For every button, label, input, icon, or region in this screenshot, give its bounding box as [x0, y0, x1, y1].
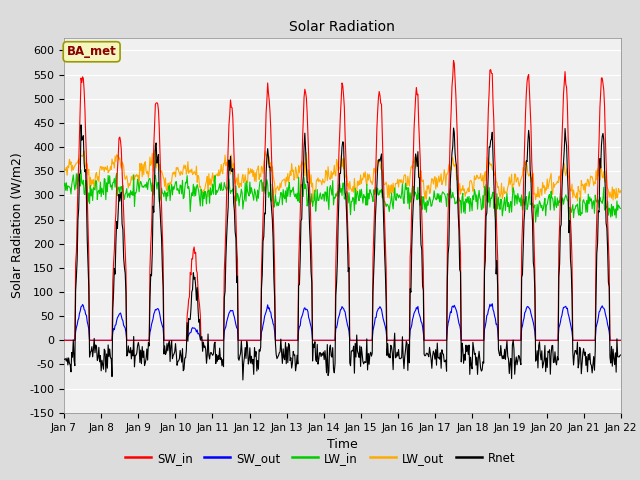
Rnet	[60, 357, 68, 362]
Text: BA_met: BA_met	[67, 45, 116, 58]
Rnet	[239, 377, 247, 383]
LW_in	[411, 189, 419, 195]
LW_in	[428, 204, 435, 209]
X-axis label: Time: Time	[327, 438, 358, 451]
LW_out	[127, 174, 135, 180]
LW_out	[70, 165, 78, 170]
SW_out	[184, 334, 192, 339]
LW_in	[214, 187, 222, 193]
Rnet	[70, 357, 78, 363]
Title: Solar Radiation: Solar Radiation	[289, 21, 396, 35]
SW_out	[617, 337, 625, 343]
SW_in	[60, 337, 68, 343]
SW_out	[410, 311, 418, 316]
SW_out	[214, 337, 221, 343]
Line: SW_in: SW_in	[64, 60, 621, 340]
Legend: SW_in, SW_out, LW_in, LW_out, Rnet: SW_in, SW_out, LW_in, LW_out, Rnet	[120, 447, 520, 469]
LW_out	[214, 173, 222, 179]
Rnet	[185, 315, 193, 321]
SW_in	[214, 337, 221, 343]
LW_out	[185, 170, 193, 176]
SW_in	[127, 337, 135, 343]
LW_out	[411, 154, 419, 160]
LW_in	[60, 183, 68, 189]
SW_out	[426, 337, 434, 343]
LW_out	[60, 168, 68, 173]
Rnet	[128, 348, 136, 353]
LW_in	[70, 180, 78, 186]
SW_out	[70, 337, 78, 343]
SW_in	[450, 58, 458, 63]
Rnet	[412, 151, 419, 157]
LW_in	[128, 189, 136, 195]
LW_in	[77, 167, 85, 173]
LW_out	[617, 188, 625, 193]
Line: LW_out: LW_out	[64, 150, 621, 201]
LW_out	[573, 198, 581, 204]
Line: Rnet: Rnet	[64, 125, 621, 380]
Line: SW_out: SW_out	[64, 304, 621, 340]
SW_out	[60, 337, 68, 343]
Rnet	[617, 352, 625, 358]
Rnet	[214, 353, 222, 359]
SW_in	[426, 337, 434, 343]
SW_in	[184, 306, 192, 312]
SW_out	[127, 337, 135, 343]
LW_in	[185, 184, 193, 190]
SW_in	[410, 126, 418, 132]
Line: LW_in: LW_in	[64, 170, 621, 224]
Y-axis label: Solar Radiation (W/m2): Solar Radiation (W/m2)	[11, 153, 24, 299]
Rnet	[77, 122, 85, 128]
SW_out	[488, 301, 496, 307]
LW_in	[565, 221, 573, 227]
LW_out	[428, 181, 435, 187]
SW_in	[617, 337, 625, 343]
Rnet	[428, 365, 436, 371]
LW_in	[617, 205, 625, 211]
SW_in	[70, 337, 78, 343]
LW_out	[151, 147, 159, 153]
